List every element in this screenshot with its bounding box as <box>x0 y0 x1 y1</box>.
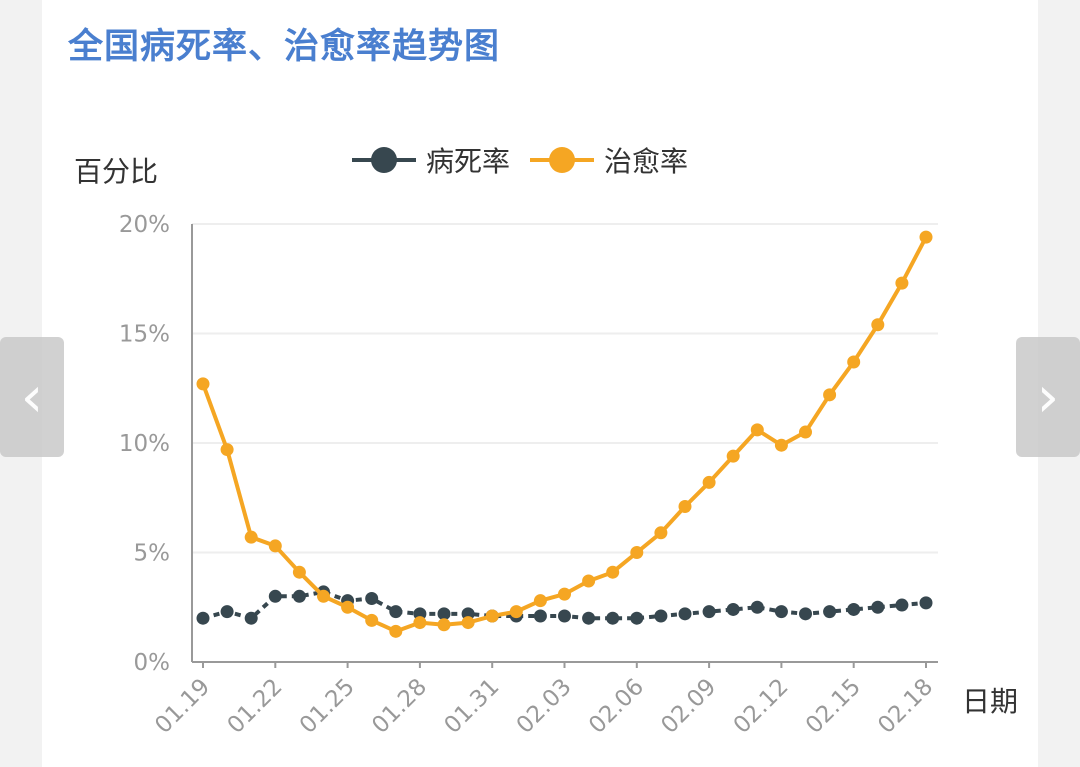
data-point-cure-rate <box>292 565 306 579</box>
x-tick-label: 02.03 <box>512 674 577 739</box>
y-tick-label: 5% <box>134 541 171 567</box>
data-point-death-rate <box>582 611 596 625</box>
y-tick-label: 20% <box>119 212 170 238</box>
data-point-death-rate <box>558 609 571 623</box>
data-point-death-rate <box>919 596 933 610</box>
x-axis-label: 日期 <box>962 685 1019 718</box>
data-point-cure-rate <box>871 318 885 332</box>
data-point-death-rate <box>750 600 764 614</box>
data-point-cure-rate <box>919 230 933 244</box>
legend-item-cure-rate[interactable]: 治愈率 <box>530 140 688 180</box>
data-point-death-rate <box>871 600 885 614</box>
data-point-death-rate <box>437 607 451 621</box>
data-point-death-rate <box>630 611 644 625</box>
data-point-death-rate <box>244 611 258 625</box>
data-point-cure-rate <box>726 449 740 463</box>
data-point-cure-rate <box>196 377 210 391</box>
chart-legend: 病死率 治愈率 <box>352 142 688 178</box>
x-tick-label: 01.28 <box>367 674 432 739</box>
data-point-cure-rate <box>799 425 812 439</box>
x-tick-label: 02.12 <box>729 674 794 739</box>
data-point-death-rate <box>823 605 837 619</box>
data-point-cure-rate <box>461 616 475 630</box>
data-point-death-rate <box>895 598 909 612</box>
data-point-cure-rate <box>389 624 403 638</box>
y-tick-label: 0% <box>134 650 171 676</box>
data-point-cure-rate <box>533 594 547 608</box>
x-tick-label: 01.25 <box>295 674 360 739</box>
legend-label-death-rate: 病死率 <box>426 145 511 178</box>
data-point-cure-rate <box>823 388 837 402</box>
data-point-cure-rate <box>220 443 234 457</box>
data-point-cure-rate <box>630 546 644 559</box>
data-point-death-rate <box>533 609 547 623</box>
data-point-death-rate <box>654 609 668 623</box>
data-point-cure-rate <box>702 475 716 489</box>
series-line-cure-rate <box>201 236 928 634</box>
x-tick-label: 01.22 <box>223 674 288 739</box>
data-point-cure-rate <box>437 618 451 632</box>
y-tick-label: 10% <box>119 431 170 457</box>
chevron-left-icon: ‹ <box>20 364 44 430</box>
data-point-cure-rate <box>341 600 355 614</box>
data-point-cure-rate <box>268 539 282 553</box>
data-point-death-rate <box>196 611 210 625</box>
legend-swatch-cure-rate <box>530 142 595 178</box>
data-point-cure-rate <box>606 565 620 579</box>
y-axis-label: 百分比 <box>74 155 159 188</box>
data-point-cure-rate <box>413 616 427 630</box>
x-tick-label: 02.09 <box>656 674 721 739</box>
x-tick-label: 02.18 <box>873 674 938 739</box>
data-point-cure-rate <box>244 530 258 544</box>
data-point-death-rate <box>678 607 692 621</box>
chevron-right-icon: › <box>1036 364 1060 430</box>
data-point-cure-rate <box>678 500 692 514</box>
data-point-cure-rate <box>509 605 523 619</box>
legend-item-death-rate[interactable]: 病死率 <box>352 140 510 180</box>
data-point-death-rate <box>774 605 788 619</box>
data-point-cure-rate <box>485 609 499 623</box>
data-point-death-rate <box>292 589 306 603</box>
data-point-death-rate <box>220 605 234 619</box>
data-point-death-rate <box>365 591 379 605</box>
data-point-death-rate <box>389 605 403 619</box>
x-tick-label: 01.31 <box>439 674 504 739</box>
data-point-cure-rate <box>558 587 571 601</box>
legend-label-cure-rate: 治愈率 <box>604 145 689 178</box>
data-point-cure-rate <box>847 355 861 369</box>
prev-chevron-button[interactable]: ‹ <box>0 337 64 457</box>
x-tick-label: 01.19 <box>150 674 215 739</box>
x-tick-label: 02.15 <box>801 674 866 739</box>
data-point-death-rate <box>726 602 740 616</box>
data-point-death-rate <box>268 589 282 603</box>
data-point-cure-rate <box>317 589 330 603</box>
legend-swatch-death-rate <box>352 142 416 178</box>
data-point-cure-rate <box>895 276 909 290</box>
data-point-death-rate <box>847 602 861 616</box>
x-tick-label: 02.06 <box>584 674 649 739</box>
data-point-cure-rate <box>654 526 668 540</box>
data-point-death-rate <box>606 611 620 625</box>
chart-title: 全国病死率、治愈率趋势图 <box>68 27 501 67</box>
data-point-cure-rate <box>582 574 596 588</box>
data-point-cure-rate <box>750 423 764 437</box>
data-point-cure-rate <box>774 438 788 452</box>
data-point-death-rate <box>799 607 812 621</box>
data-point-death-rate <box>702 605 716 619</box>
data-point-cure-rate <box>365 613 379 627</box>
next-chevron-button[interactable]: › <box>1016 337 1080 457</box>
y-tick-label: 15% <box>119 322 170 348</box>
